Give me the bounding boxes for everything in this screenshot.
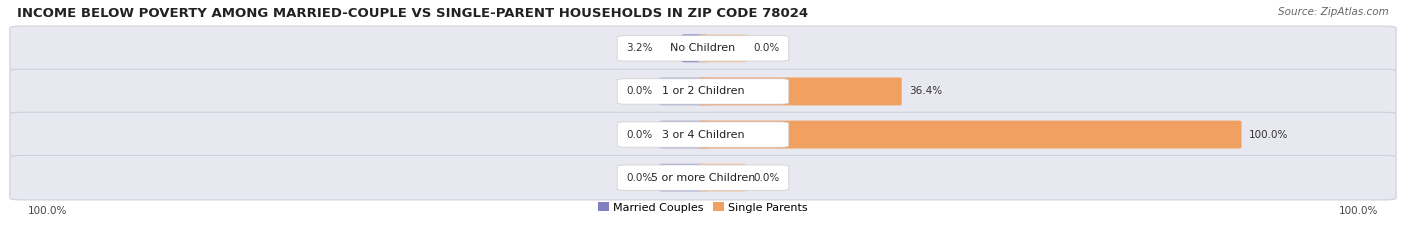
Text: 36.4%: 36.4% <box>908 86 942 96</box>
Text: 3.2%: 3.2% <box>626 43 652 53</box>
Text: 0.0%: 0.0% <box>754 173 780 183</box>
FancyBboxPatch shape <box>699 34 747 62</box>
FancyBboxPatch shape <box>10 155 1396 200</box>
FancyBboxPatch shape <box>617 79 789 104</box>
Text: 0.0%: 0.0% <box>626 86 652 96</box>
Text: 1 or 2 Children: 1 or 2 Children <box>662 86 744 96</box>
FancyBboxPatch shape <box>617 36 789 61</box>
Text: 5 or more Children: 5 or more Children <box>651 173 755 183</box>
Text: Source: ZipAtlas.com: Source: ZipAtlas.com <box>1278 7 1389 17</box>
FancyBboxPatch shape <box>699 121 1241 148</box>
FancyBboxPatch shape <box>617 122 789 147</box>
FancyBboxPatch shape <box>699 78 901 105</box>
Text: 100.0%: 100.0% <box>1339 206 1378 216</box>
Text: 0.0%: 0.0% <box>626 173 652 183</box>
FancyBboxPatch shape <box>10 112 1396 157</box>
Text: No Children: No Children <box>671 43 735 53</box>
FancyBboxPatch shape <box>659 164 707 192</box>
FancyBboxPatch shape <box>682 34 707 62</box>
Text: 100.0%: 100.0% <box>1249 130 1288 140</box>
Text: 3 or 4 Children: 3 or 4 Children <box>662 130 744 140</box>
FancyBboxPatch shape <box>10 69 1396 114</box>
Text: 0.0%: 0.0% <box>754 43 780 53</box>
FancyBboxPatch shape <box>659 78 707 105</box>
FancyBboxPatch shape <box>699 164 747 192</box>
Text: 0.0%: 0.0% <box>626 130 652 140</box>
Text: 100.0%: 100.0% <box>28 206 67 216</box>
FancyBboxPatch shape <box>617 165 789 190</box>
Text: INCOME BELOW POVERTY AMONG MARRIED-COUPLE VS SINGLE-PARENT HOUSEHOLDS IN ZIP COD: INCOME BELOW POVERTY AMONG MARRIED-COUPL… <box>17 7 808 20</box>
Legend: Married Couples, Single Parents: Married Couples, Single Parents <box>593 198 813 217</box>
FancyBboxPatch shape <box>659 121 707 148</box>
FancyBboxPatch shape <box>10 26 1396 71</box>
